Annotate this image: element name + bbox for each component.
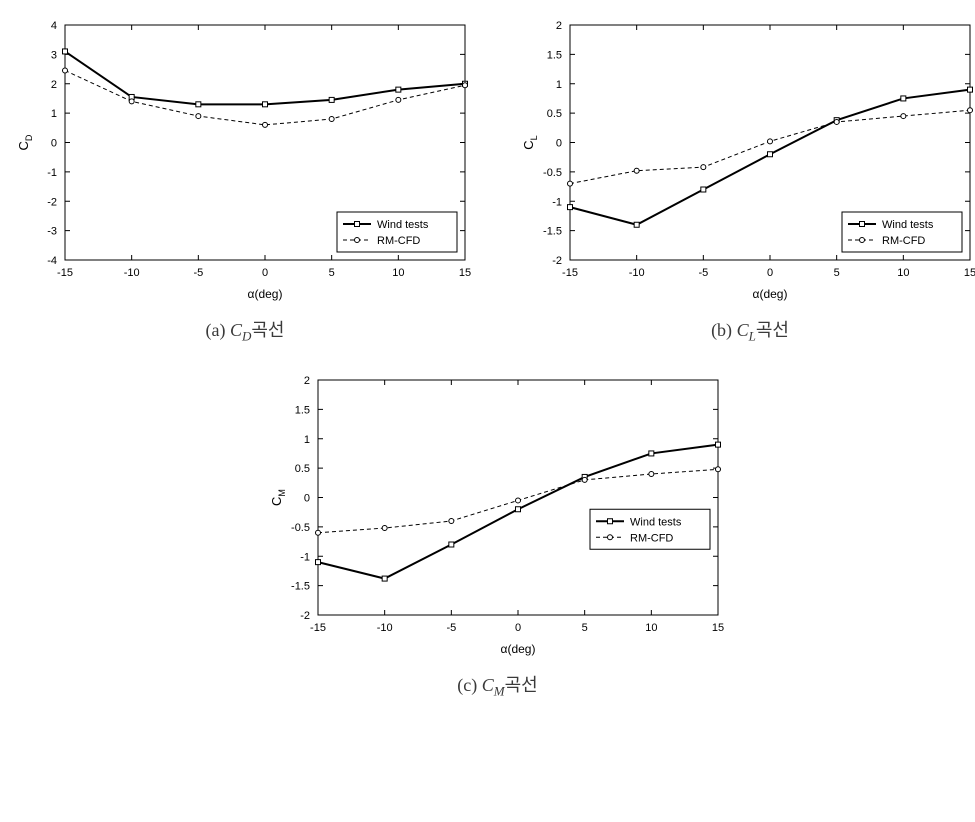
caption-a-var: C (230, 320, 242, 340)
svg-text:0: 0 (556, 138, 562, 150)
svg-text:10: 10 (897, 267, 909, 279)
svg-text:15: 15 (711, 622, 723, 634)
caption-a: (a) CD곡선 (205, 316, 284, 345)
caption-c-prefix: (c) (457, 675, 481, 695)
svg-text:-0.5: -0.5 (543, 167, 562, 179)
svg-text:0: 0 (767, 267, 773, 279)
caption-b-var: C (737, 320, 749, 340)
svg-text:0: 0 (51, 138, 57, 150)
svg-text:5: 5 (834, 267, 840, 279)
svg-text:RM-CFD: RM-CFD (630, 532, 673, 544)
chart-cm: -15 -10 -5 0 5 10 15 -2 -1.5 -1 -0.5 0 0.5 1 1.5 2 α(deg… (263, 365, 733, 665)
svg-text:15: 15 (459, 267, 471, 279)
svg-text:RM-CFD: RM-CFD (377, 235, 420, 247)
panel-b: -15 -10 -5 0 5 10 15 -2 -1.5 -1 -0.5 0 0.5 1 1.5 2 α(deg… (515, 10, 975, 345)
chart-cd: -15-10-5051015-4-3-2-101234α(deg)CDWind … (10, 10, 480, 310)
caption-a-suffix: 곡선 (251, 320, 284, 340)
svg-text:0: 0 (303, 492, 309, 504)
svg-text:-15: -15 (562, 267, 578, 279)
svg-text:-10: -10 (376, 622, 392, 634)
svg-text:1: 1 (51, 108, 57, 120)
svg-text:1.5: 1.5 (547, 49, 562, 61)
svg-text:RM-CFD: RM-CFD (882, 235, 925, 247)
svg-text:-15: -15 (57, 267, 73, 279)
caption-b-sub: L (749, 329, 756, 344)
caption-c-var: C (482, 675, 494, 695)
caption-c-suffix: 곡선 (505, 675, 538, 695)
panel-a: -15-10-5051015-4-3-2-101234α(deg)CDWind … (10, 10, 480, 345)
svg-text:2: 2 (303, 375, 309, 387)
svg-text:-1: -1 (47, 167, 57, 179)
caption-c-sub: M (494, 683, 505, 698)
svg-text:5: 5 (329, 267, 335, 279)
svg-text:15: 15 (964, 267, 975, 279)
svg-text:1.5: 1.5 (294, 404, 309, 416)
svg-text:1: 1 (303, 433, 309, 445)
svg-text:1: 1 (556, 79, 562, 91)
svg-text:-2: -2 (47, 196, 57, 208)
caption-b-prefix: (b) (711, 320, 737, 340)
svg-text:-2: -2 (552, 255, 562, 267)
svg-text:-5: -5 (446, 622, 456, 634)
svg-text:-3: -3 (47, 226, 57, 238)
svg-text:-1: -1 (300, 551, 310, 563)
svg-text:0: 0 (514, 622, 520, 634)
svg-text:3: 3 (51, 49, 57, 61)
svg-text:-10: -10 (124, 267, 140, 279)
svg-text:-0.5: -0.5 (291, 521, 310, 533)
svg-text:-1.5: -1.5 (291, 580, 310, 592)
svg-text:α(deg): α(deg) (753, 287, 788, 301)
svg-text:CL: CL (521, 135, 539, 149)
svg-text:2: 2 (556, 20, 562, 32)
svg-text:10: 10 (645, 622, 657, 634)
svg-text:-1: -1 (552, 196, 562, 208)
caption-a-prefix: (a) (205, 320, 229, 340)
svg-text:-5: -5 (698, 267, 708, 279)
caption-b-suffix: 곡선 (756, 320, 789, 340)
svg-text:-1.5: -1.5 (543, 226, 562, 238)
svg-text:-15: -15 (310, 622, 326, 634)
caption-a-sub: D (242, 329, 251, 344)
svg-text:CM: CM (269, 489, 287, 506)
svg-text:2: 2 (51, 79, 57, 91)
svg-text:5: 5 (581, 622, 587, 634)
svg-text:4: 4 (51, 20, 57, 32)
svg-text:-2: -2 (300, 610, 310, 622)
svg-text:α(deg): α(deg) (500, 642, 535, 656)
panel-c: -15 -10 -5 0 5 10 15 -2 -1.5 -1 -0.5 0 0.5 1 1.5 2 α(deg… (263, 365, 733, 700)
svg-text:-10: -10 (629, 267, 645, 279)
svg-text:0.5: 0.5 (294, 463, 309, 475)
svg-text:Wind tests: Wind tests (882, 219, 934, 231)
svg-text:α(deg): α(deg) (248, 287, 283, 301)
caption-b: (b) CL곡선 (711, 316, 789, 345)
svg-text:-5: -5 (193, 267, 203, 279)
svg-text:0: 0 (262, 267, 268, 279)
svg-text:Wind tests: Wind tests (630, 516, 682, 528)
svg-text:CD: CD (16, 134, 34, 150)
svg-text:0.5: 0.5 (547, 108, 562, 120)
svg-text:Wind tests: Wind tests (377, 219, 429, 231)
chart-cl: -15 -10 -5 0 5 10 15 -2 -1.5 -1 -0.5 0 0.5 1 1.5 2 α(deg… (515, 10, 975, 310)
svg-text:10: 10 (392, 267, 404, 279)
svg-text:-4: -4 (47, 255, 57, 267)
caption-c: (c) CM곡선 (457, 671, 537, 700)
